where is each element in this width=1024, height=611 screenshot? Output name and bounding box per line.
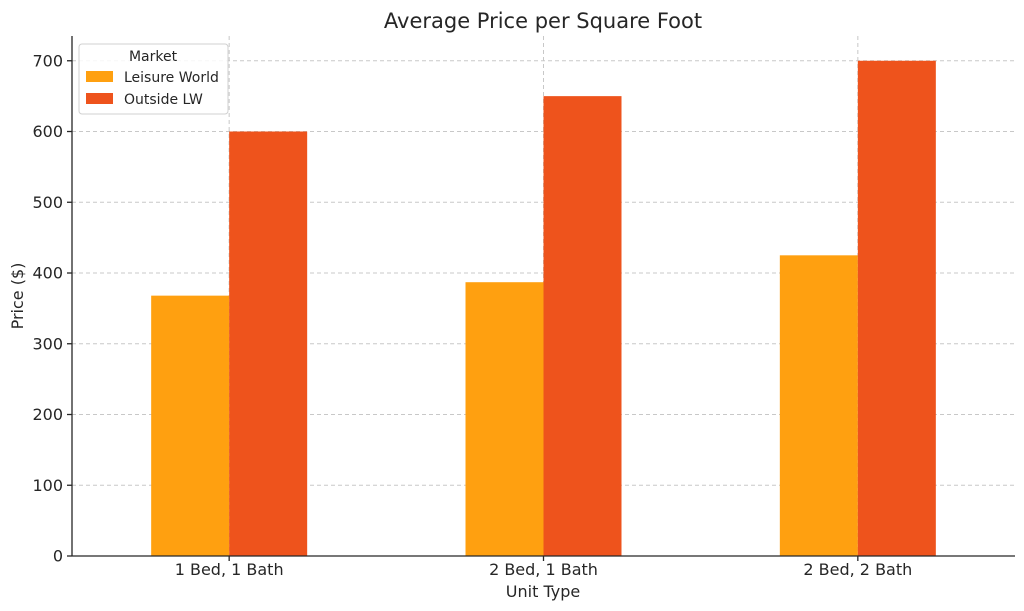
x-tick-label-1-bed-1-bath: 1 Bed, 1 Bath bbox=[175, 560, 284, 579]
bar-outside-lw-1-bed-1-bath bbox=[229, 131, 308, 557]
chart-title: Average Price per Square Foot bbox=[384, 9, 702, 33]
y-tick-label: 300 bbox=[32, 334, 63, 353]
legend-box bbox=[78, 43, 229, 115]
x-tick-layer: 1 Bed, 1 Bath 2 Bed, 1 Bath 2 Bed, 2 Bath bbox=[175, 556, 912, 579]
x-axis-label: Unit Type bbox=[506, 582, 580, 601]
y-tick-label: 600 bbox=[32, 122, 63, 141]
bar-outside-lw-2-bed-1-bath bbox=[543, 96, 622, 557]
y-tick-label: 200 bbox=[32, 405, 63, 424]
y-tick-layer: 0 100 200 300 400 500 600 700 bbox=[32, 51, 72, 566]
y-axis-label: Price ($) bbox=[8, 263, 27, 330]
x-tick-label-2-bed-1-bath: 2 Bed, 1 Bath bbox=[489, 560, 598, 579]
bar-leisure-world-2-bed-1-bath bbox=[465, 282, 544, 556]
legend-label-leisure-world: Leisure World bbox=[124, 70, 219, 86]
y-tick-label: 400 bbox=[32, 264, 63, 283]
y-tick-label: 0 bbox=[53, 547, 63, 566]
bar-leisure-world-2-bed-2-bath bbox=[779, 255, 858, 556]
bars-layer bbox=[151, 60, 936, 557]
legend-swatch-leisure-world bbox=[86, 71, 113, 82]
y-tick-label: 100 bbox=[32, 476, 63, 495]
y-tick-label: 700 bbox=[32, 51, 63, 70]
legend-title: Market bbox=[129, 49, 178, 65]
y-tick-label: 500 bbox=[32, 193, 63, 212]
bar-outside-lw-2-bed-2-bath bbox=[857, 60, 936, 557]
bar-leisure-world-1-bed-1-bath bbox=[151, 295, 230, 556]
legend-label-outside-lw: Outside LW bbox=[124, 92, 203, 108]
legend: Market Leisure World Outside LW bbox=[78, 43, 229, 115]
x-tick-label-2-bed-2-bath: 2 Bed, 2 Bath bbox=[803, 560, 912, 579]
legend-swatch-outside-lw bbox=[86, 93, 113, 104]
